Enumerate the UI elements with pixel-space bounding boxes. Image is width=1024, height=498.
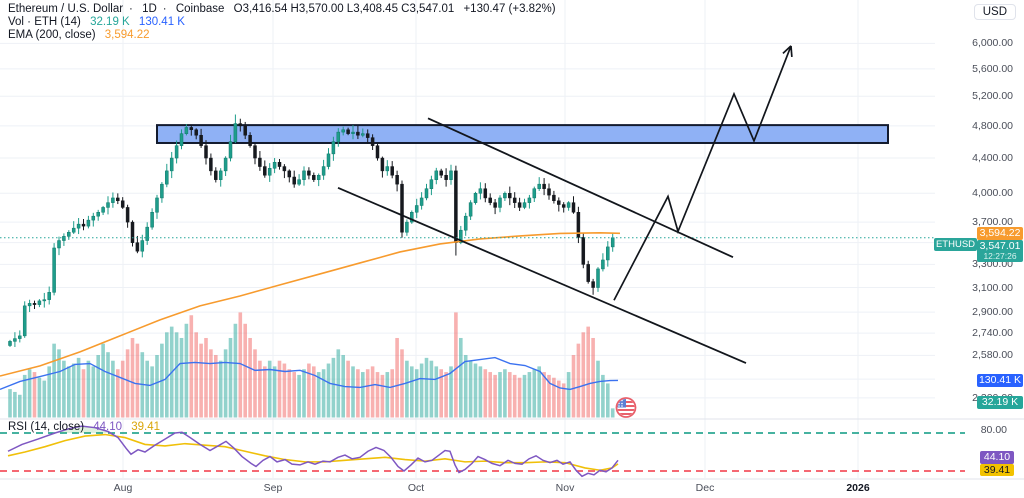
candles (8, 114, 615, 347)
supply-zone-drawing[interactable] (156, 124, 889, 144)
ema-indicator-label: EMA (200, close) (8, 29, 96, 41)
us-flag-event-icon[interactable] (615, 397, 637, 418)
rsi-line (7, 425, 619, 478)
time-axis-label: Sep (263, 482, 283, 494)
time-axis-label: 2026 (846, 482, 870, 494)
separator-dot: · (129, 3, 133, 15)
last-price-badge: 3,547.01 12:27:26 (977, 239, 1023, 262)
time-axis-label: Dec (695, 482, 715, 494)
price-axis-label: 2,740.00 (972, 327, 1013, 340)
price-axis-label: 5,600.00 (972, 62, 1013, 75)
volume-current-value: 32.19 K (90, 16, 130, 28)
ema-line (0, 232, 621, 377)
exchange-label: Coinbase (175, 3, 225, 15)
currency-toggle-button[interactable]: USD (973, 4, 1016, 20)
rsi-badge: 44.10 (980, 451, 1014, 464)
price-axis-label: 2,580.00 (972, 349, 1013, 362)
price-axis-label: 4,000.00 (972, 187, 1013, 200)
trendline-drawing-2[interactable] (337, 186, 747, 364)
separator-dot: · (162, 3, 167, 15)
bar-countdown: 12:27:26 (983, 250, 1017, 261)
price-axis-label: 3,700.00 (972, 216, 1013, 229)
rsi-ma-value: 39.41 (131, 421, 161, 433)
ohlc-values: O3,416.54 H3,570.00 L3,408.45 C3,547.01 (233, 3, 455, 15)
rsi-upper-band-label: 80.00 (980, 424, 1007, 436)
symbol-title: Ethereum / U.S. Dollar (8, 3, 124, 15)
price-axis-label: 4,800.00 (972, 119, 1013, 132)
interval-label: 1D (142, 3, 157, 15)
rsi-value: 44.10 (93, 421, 123, 433)
change-value: +130.47 (+3.82%) (463, 3, 556, 15)
trendline-drawing-1[interactable] (427, 117, 734, 259)
volume-ma-value: 130.41 K (138, 16, 185, 28)
projection-arrow-drawing[interactable] (613, 45, 792, 301)
rsi-ma-badge: 39.41 (980, 463, 1014, 476)
price-axis-label: 6,000.00 (972, 37, 1013, 50)
ema-legend-row[interactable]: EMA (200, close) 3,594.22 (8, 29, 156, 41)
ema-value: 3,594.22 (104, 29, 150, 41)
volume-indicator-label: Vol · ETH (14) (8, 16, 81, 28)
symbol-price-tag: ETHUSD (934, 238, 977, 251)
rsi-indicator-label: RSI (14, close) (8, 421, 85, 433)
price-axis-label: 2,900.00 (972, 306, 1013, 319)
volume-ma-badge: 130.41 K (977, 374, 1023, 387)
volume-ma-line (0, 356, 619, 391)
rsi-pane (0, 425, 965, 478)
volume-legend-row[interactable]: Vol · ETH (14) 32.19 K 130.41 K (8, 16, 191, 28)
volume-badge: 32.19 K (977, 396, 1023, 409)
price-axis-label: 3,100.00 (972, 281, 1013, 294)
time-axis-label: Oct (407, 482, 425, 494)
ema-price-badge: 3,594.22 (977, 227, 1023, 240)
price-axis-label: 5,200.00 (972, 90, 1013, 103)
time-axis-label: Aug (113, 482, 133, 494)
rsi-legend-row[interactable]: RSI (14, close) 44.10 39.41 (8, 421, 166, 433)
rsi-ma-line (7, 433, 619, 472)
last-price-value: 3,547.01 (979, 239, 1021, 252)
time-axis-label: Nov (555, 482, 575, 494)
symbol-legend-row[interactable]: Ethereum / U.S. Dollar · 1D · Coinbase O3,… (8, 3, 562, 15)
price-axis-label: 4,400.00 (972, 152, 1013, 165)
